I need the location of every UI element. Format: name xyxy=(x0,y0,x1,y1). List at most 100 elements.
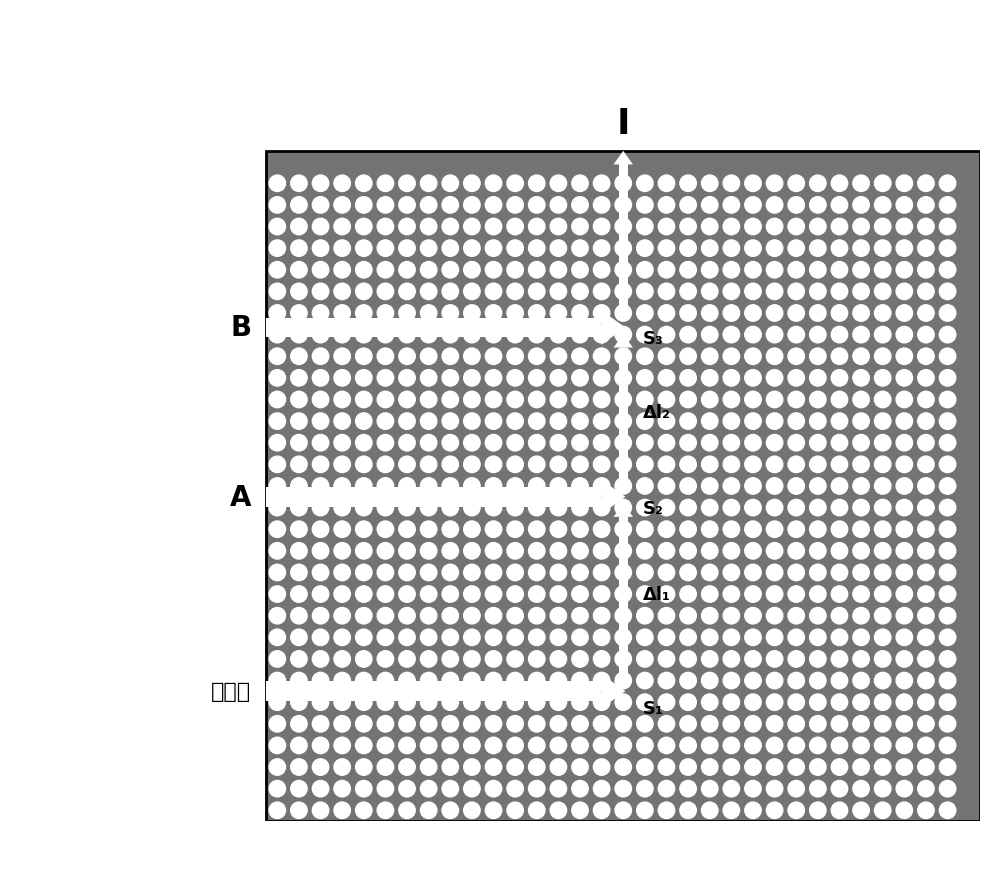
Circle shape xyxy=(810,673,826,689)
Circle shape xyxy=(420,176,437,192)
Bar xyxy=(619,517,628,681)
Circle shape xyxy=(615,219,631,235)
Circle shape xyxy=(291,738,307,753)
Circle shape xyxy=(550,781,567,797)
Circle shape xyxy=(464,500,480,517)
Circle shape xyxy=(377,738,394,753)
Circle shape xyxy=(702,435,718,452)
Circle shape xyxy=(356,802,372,818)
Circle shape xyxy=(810,651,826,667)
Circle shape xyxy=(702,522,718,538)
Circle shape xyxy=(420,457,437,473)
Circle shape xyxy=(896,522,913,538)
Circle shape xyxy=(312,630,329,645)
Circle shape xyxy=(680,802,696,818)
Circle shape xyxy=(918,522,934,538)
Circle shape xyxy=(550,176,567,192)
Circle shape xyxy=(312,695,329,710)
Circle shape xyxy=(334,695,350,710)
Circle shape xyxy=(680,176,696,192)
Circle shape xyxy=(593,349,610,365)
Circle shape xyxy=(658,240,675,257)
Circle shape xyxy=(464,522,480,538)
Circle shape xyxy=(680,759,696,775)
Circle shape xyxy=(723,802,740,818)
Circle shape xyxy=(896,370,913,387)
Circle shape xyxy=(853,738,869,753)
Circle shape xyxy=(788,586,804,602)
Circle shape xyxy=(939,240,956,257)
Circle shape xyxy=(507,478,523,495)
Circle shape xyxy=(831,802,848,818)
Circle shape xyxy=(702,197,718,214)
Circle shape xyxy=(766,305,783,322)
Circle shape xyxy=(723,197,740,214)
Circle shape xyxy=(831,500,848,517)
Circle shape xyxy=(464,716,480,732)
Circle shape xyxy=(918,802,934,818)
Circle shape xyxy=(637,478,653,495)
Circle shape xyxy=(831,630,848,645)
Circle shape xyxy=(853,262,869,279)
Circle shape xyxy=(702,327,718,344)
Circle shape xyxy=(572,435,588,452)
Text: S₁: S₁ xyxy=(643,700,664,717)
Circle shape xyxy=(702,565,718,581)
Circle shape xyxy=(485,759,502,775)
Circle shape xyxy=(810,522,826,538)
Circle shape xyxy=(939,197,956,214)
Circle shape xyxy=(507,673,523,689)
Circle shape xyxy=(615,522,631,538)
Circle shape xyxy=(312,176,329,192)
Circle shape xyxy=(442,522,458,538)
Circle shape xyxy=(810,759,826,775)
Circle shape xyxy=(550,586,567,602)
Circle shape xyxy=(615,716,631,732)
Circle shape xyxy=(680,565,696,581)
Circle shape xyxy=(723,176,740,192)
Circle shape xyxy=(507,197,523,214)
Circle shape xyxy=(637,716,653,732)
Circle shape xyxy=(723,349,740,365)
Circle shape xyxy=(356,586,372,602)
Circle shape xyxy=(723,716,740,732)
Circle shape xyxy=(593,197,610,214)
Circle shape xyxy=(896,630,913,645)
Circle shape xyxy=(399,349,415,365)
Circle shape xyxy=(507,349,523,365)
Circle shape xyxy=(572,370,588,387)
Circle shape xyxy=(464,543,480,560)
Circle shape xyxy=(658,478,675,495)
Circle shape xyxy=(312,457,329,473)
Circle shape xyxy=(896,219,913,235)
Circle shape xyxy=(291,305,307,322)
Circle shape xyxy=(485,608,502,624)
Circle shape xyxy=(702,176,718,192)
Circle shape xyxy=(464,478,480,495)
Circle shape xyxy=(766,522,783,538)
Circle shape xyxy=(420,478,437,495)
Circle shape xyxy=(637,695,653,710)
Circle shape xyxy=(788,673,804,689)
Circle shape xyxy=(377,262,394,279)
Circle shape xyxy=(485,543,502,560)
Circle shape xyxy=(377,608,394,624)
Circle shape xyxy=(745,586,761,602)
Circle shape xyxy=(291,219,307,235)
Circle shape xyxy=(939,457,956,473)
Circle shape xyxy=(377,543,394,560)
Circle shape xyxy=(874,413,891,430)
Circle shape xyxy=(615,500,631,517)
Circle shape xyxy=(896,392,913,408)
Circle shape xyxy=(377,349,394,365)
Circle shape xyxy=(377,695,394,710)
Circle shape xyxy=(485,651,502,667)
Circle shape xyxy=(572,695,588,710)
Circle shape xyxy=(680,370,696,387)
Circle shape xyxy=(896,305,913,322)
Circle shape xyxy=(745,738,761,753)
Circle shape xyxy=(745,219,761,235)
Circle shape xyxy=(269,500,286,517)
Circle shape xyxy=(853,716,869,732)
Circle shape xyxy=(334,262,350,279)
